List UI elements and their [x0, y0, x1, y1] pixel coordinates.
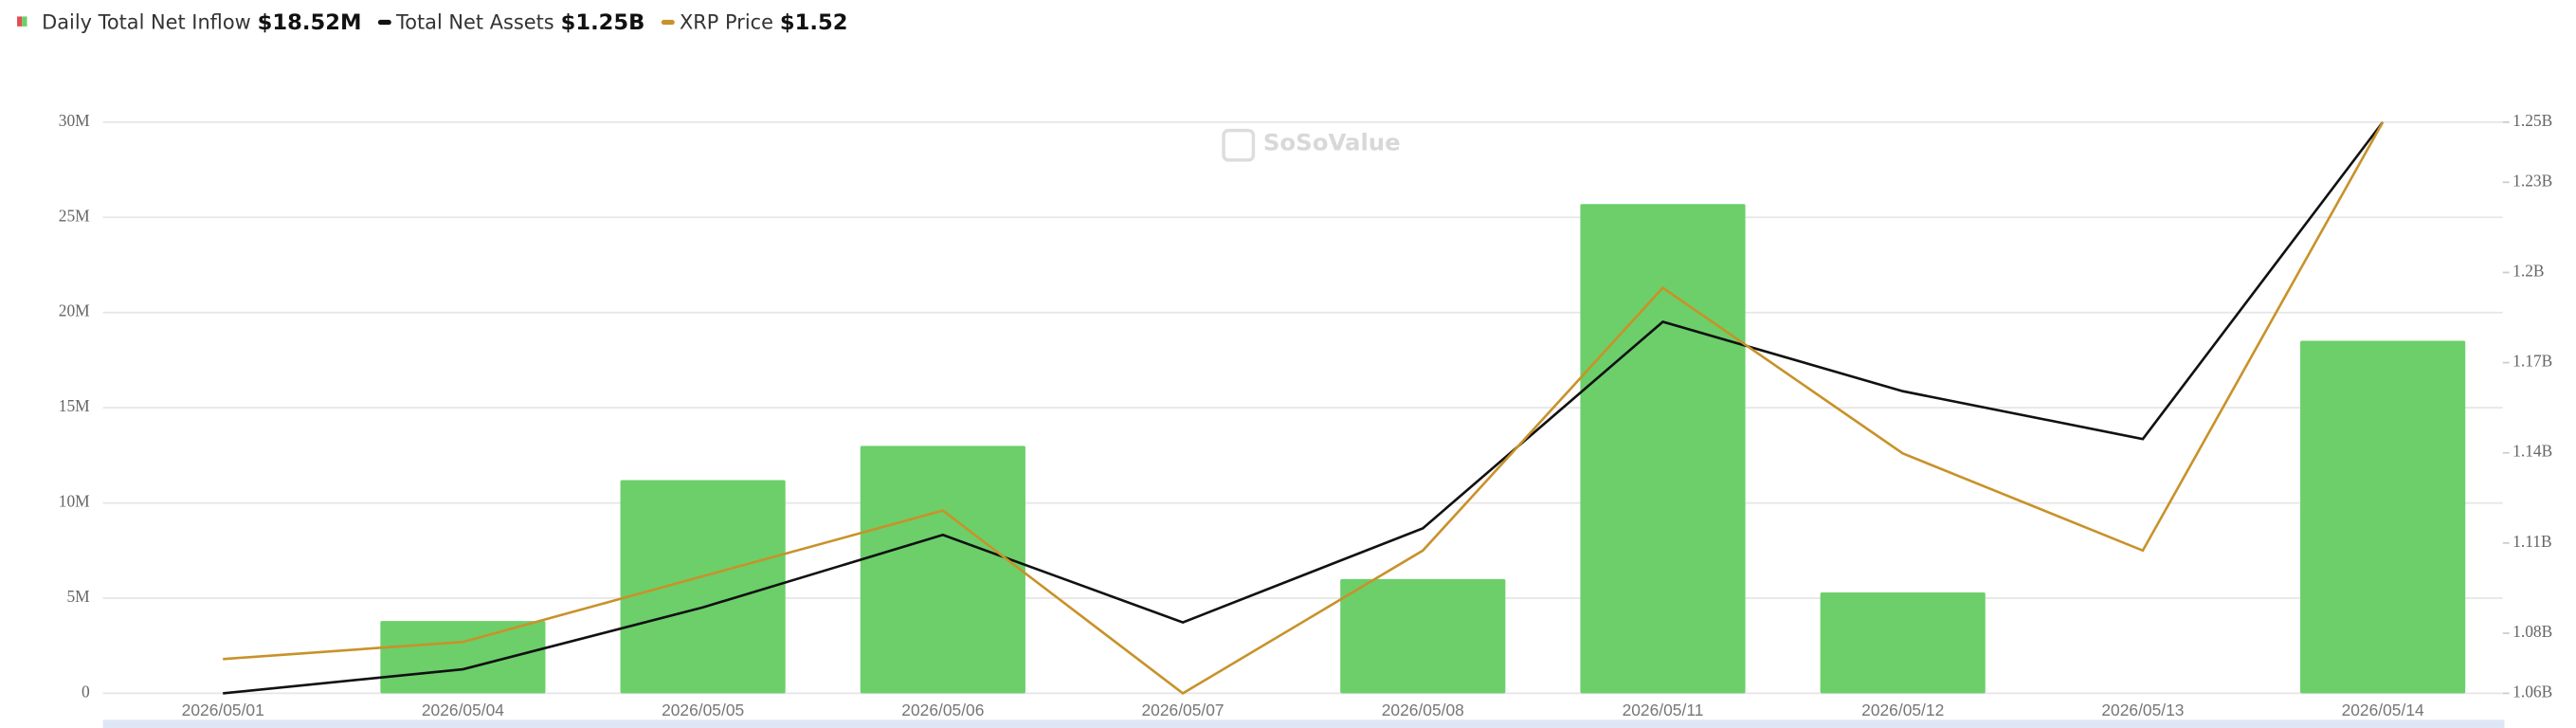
legend-value: $1.52: [780, 10, 848, 35]
y2-tick-label: 1.25B: [2513, 111, 2552, 130]
bar: [380, 621, 546, 694]
y2-tick-label: 1.2B: [2513, 261, 2544, 280]
y-tick-label: 30M: [59, 111, 90, 130]
y2-tick-label: 1.08B: [2513, 622, 2552, 641]
x-tick-label: 2026/05/14: [2342, 701, 2424, 719]
legend-label: XRP Price: [680, 10, 773, 33]
watermark-icon: [1222, 128, 1256, 162]
y2-tick-label: 1.14B: [2513, 442, 2552, 461]
x-tick-label: 2026/05/08: [1382, 701, 1464, 719]
y-tick-label: 15M: [59, 396, 90, 415]
y-tick-label: 20M: [59, 301, 90, 320]
x-tick-label: 2026/05/13: [2101, 701, 2184, 719]
y2-tick-label: 1.17B: [2513, 352, 2552, 371]
bar: [1820, 592, 1986, 694]
x-tick-label: 2026/05/11: [1623, 701, 1704, 719]
bar: [860, 446, 1025, 694]
watermark: SoSoValue: [1222, 128, 1401, 162]
bar: [620, 480, 786, 694]
bar: [1340, 578, 1506, 694]
legend-icon: [22, 16, 27, 27]
bar: [1580, 204, 1746, 694]
legend-icon: [377, 19, 391, 26]
legend-label: Total Net Assets: [395, 10, 554, 33]
y-tick-label: 0: [82, 682, 90, 701]
bar: [2300, 340, 2466, 694]
watermark-text: SoSoValue: [1263, 129, 1401, 156]
line: [223, 121, 2385, 695]
y-tick-label: 5M: [66, 587, 89, 606]
y2-tick-label: 1.06B: [2513, 682, 2552, 701]
legend-icon: [17, 16, 23, 27]
legend-value: $1.25B: [561, 10, 645, 35]
legend-value: $18.52M: [258, 10, 362, 35]
y-tick-label: 25M: [59, 206, 90, 225]
y2-tick-label: 1.11B: [2513, 532, 2551, 551]
legend-label: Daily Total Net Inflow: [42, 10, 251, 33]
x-tick-label: 2026/05/01: [182, 701, 264, 719]
line: [223, 121, 2385, 696]
y2-tick-label: 1.23B: [2513, 171, 2552, 190]
x-tick-label: 2026/05/12: [1861, 701, 1944, 719]
x-range-bar: [102, 719, 2505, 728]
x-tick-label: 2026/05/05: [662, 701, 744, 719]
legend-icon: [661, 19, 675, 26]
x-tick-label: 2026/05/06: [901, 701, 984, 719]
x-tick-label: 2026/05/04: [422, 701, 504, 719]
y-tick-label: 10M: [59, 492, 90, 511]
x-tick-label: 2026/05/07: [1142, 701, 1225, 719]
